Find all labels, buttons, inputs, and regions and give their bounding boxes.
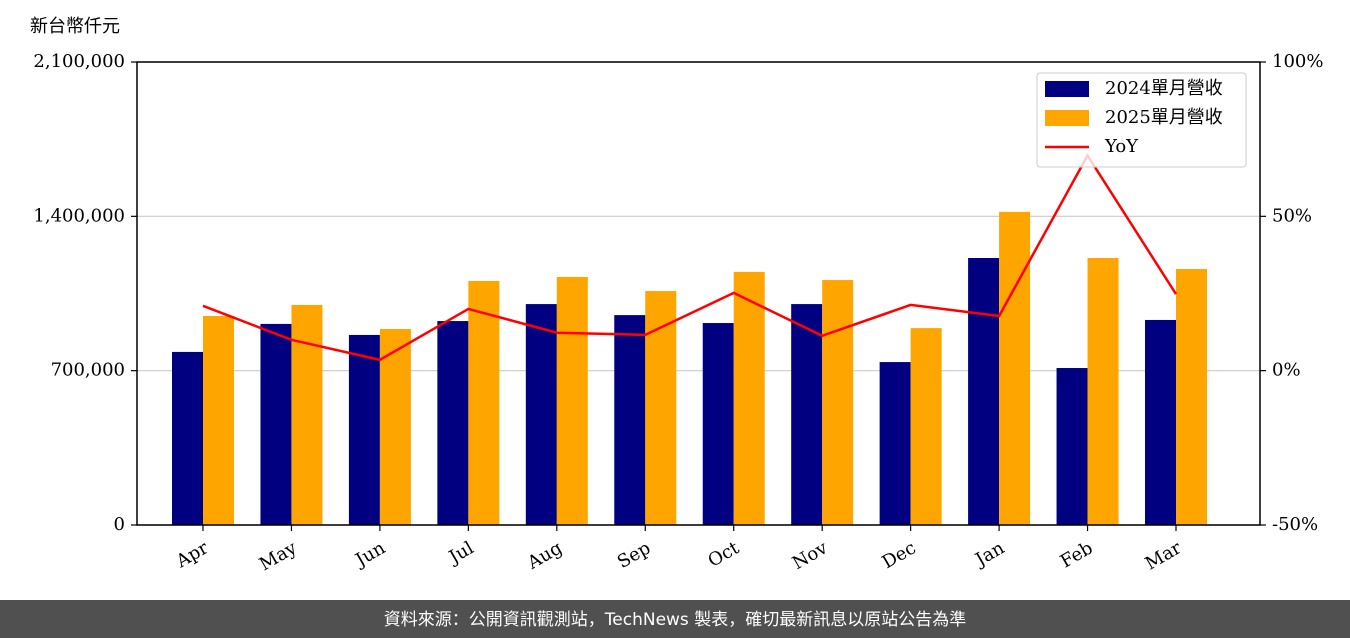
legend-label: YoY: [1104, 136, 1139, 157]
legend-swatch: [1045, 81, 1089, 97]
legend-box: [1036, 72, 1247, 168]
footer-text: 資料來源：公開資訊觀測站，TechNews 製表，確切最新訊息以原站公告為準: [384, 610, 966, 630]
x-tick-label: May: [256, 537, 301, 575]
bar: [203, 315, 234, 525]
y2-tick-label: 100%: [1272, 51, 1323, 72]
bar: [1087, 258, 1119, 525]
x-tick-label: Sep: [614, 537, 654, 572]
plot-frame: [136, 61, 1261, 526]
bar: [525, 304, 557, 525]
bar: [968, 258, 1000, 525]
x-tick-label: Jan: [970, 537, 1008, 571]
bar: [1056, 368, 1088, 525]
y2-tick-label: 50%: [1272, 205, 1312, 226]
bar: [1145, 319, 1176, 525]
bar: [614, 315, 646, 525]
x-tick-label: Aug: [523, 537, 566, 574]
bar: [999, 211, 1031, 525]
bar: [791, 304, 823, 525]
bar: [556, 276, 588, 525]
bar: [468, 280, 500, 525]
x-tick-label: Oct: [704, 537, 743, 572]
legend-label: 2025單月營收: [1105, 107, 1223, 128]
bar: [702, 323, 734, 525]
x-tick-label: Apr: [172, 537, 212, 572]
y-tick-label: 1,400,000: [33, 205, 125, 226]
bar: [260, 323, 292, 525]
x-tick-label: Feb: [1057, 537, 1097, 572]
x-tick-label: Nov: [789, 537, 832, 574]
bar: [645, 291, 677, 525]
bar: [379, 328, 411, 525]
y-unit-label: 新台幣仟元: [30, 16, 120, 37]
bar: [291, 304, 323, 525]
legend-swatch: [1045, 110, 1089, 126]
x-tick-label: Jun: [350, 537, 389, 572]
bar: [733, 271, 765, 525]
bar: [437, 321, 469, 525]
y2-tick-label: -50%: [1272, 514, 1318, 535]
line: [202, 153, 1178, 362]
bar: [879, 362, 911, 525]
bar: [910, 328, 942, 525]
footer-band: [0, 600, 1350, 638]
bar: [822, 280, 854, 525]
y-tick-label: 2,100,000: [33, 51, 125, 72]
legend-label: 2024單月營收: [1105, 78, 1223, 99]
bar: [1176, 269, 1207, 525]
y-tick-label: 0: [114, 514, 125, 535]
x-tick-label: Jul: [444, 537, 478, 569]
x-tick-label: Dec: [879, 537, 920, 573]
y-tick-label: 700,000: [51, 360, 125, 381]
bar: [172, 351, 203, 525]
x-tick-label: Mar: [1142, 537, 1186, 574]
bar: [348, 334, 380, 525]
y2-tick-label: 0%: [1272, 360, 1301, 381]
